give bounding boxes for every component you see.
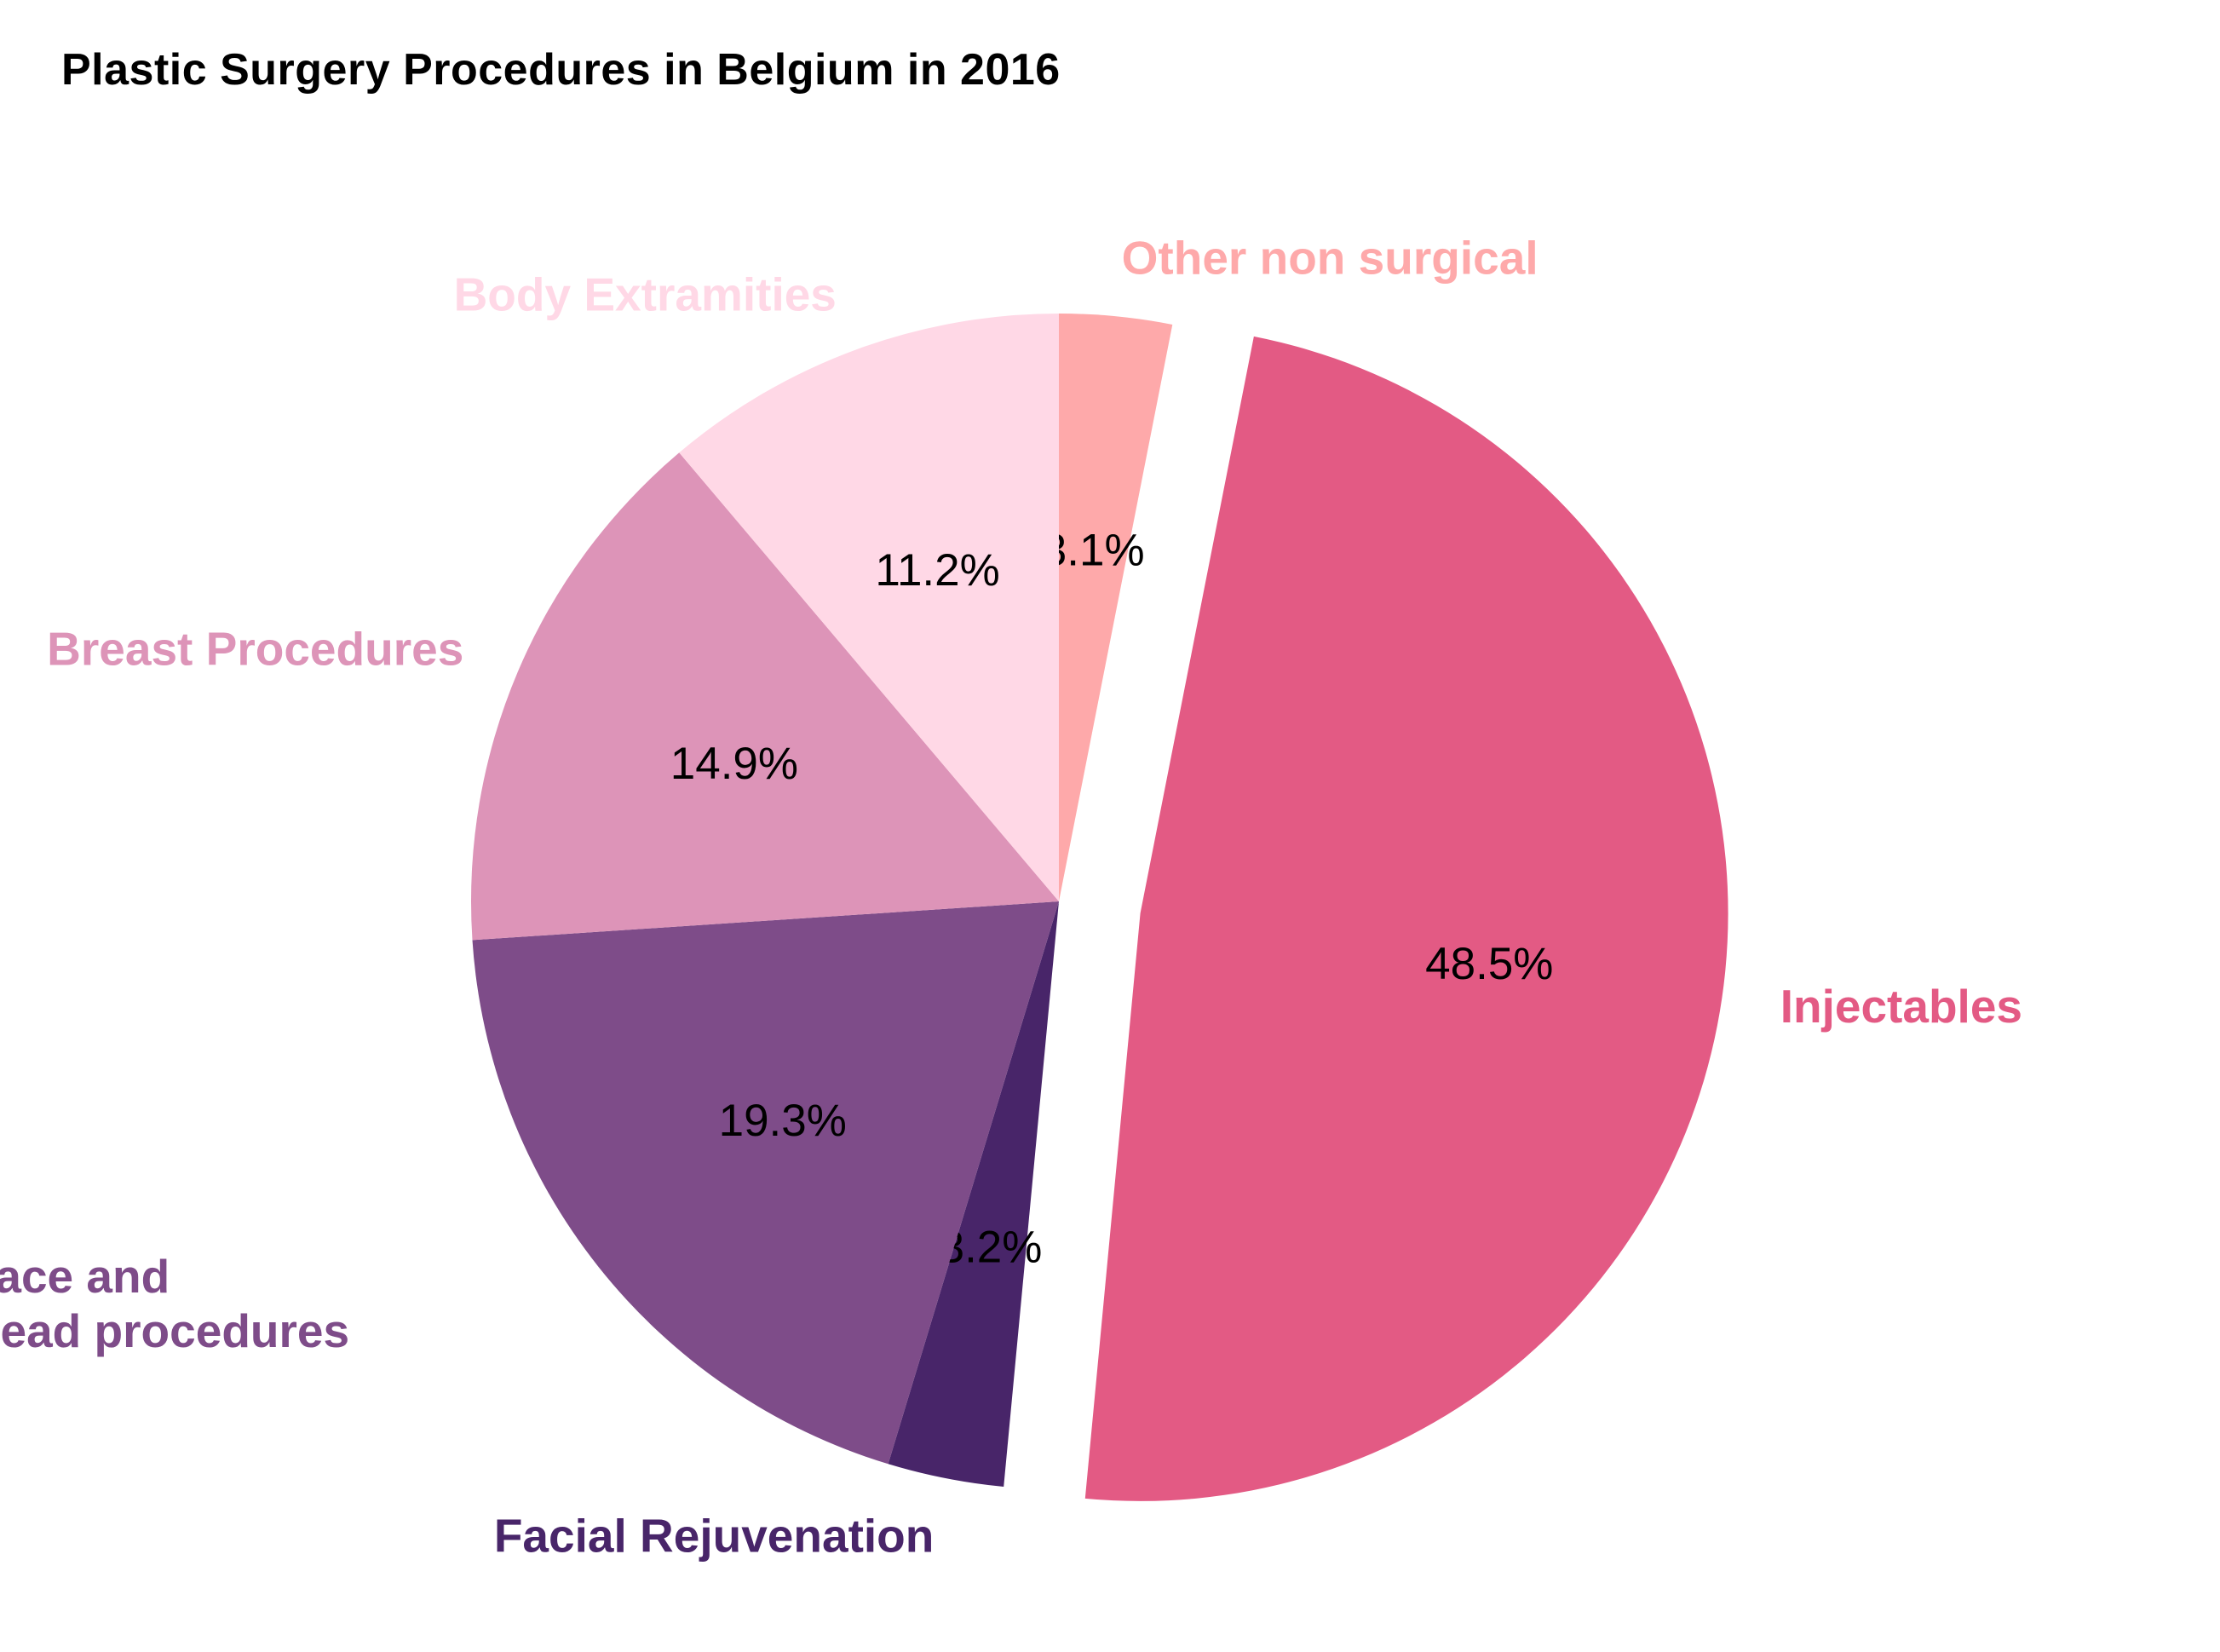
slice-category-label: Facial Rejuvenation [494,1510,935,1563]
pie-slice-facial-rejuvenation [888,901,1059,1487]
slice-category-label: Breast Procedures [47,623,463,676]
pie-slice-body-extramities [679,314,1059,901]
slice-category-label: Other non surgical [1122,232,1538,285]
pie-slice-other-non-surgical [1059,314,1173,901]
chart-title: Plastic Surgery Procedures in Belgium in… [61,45,1061,95]
slice-percent-label: 19.3% [719,1096,847,1146]
pie-slice-breast-procedures [471,452,1059,941]
pie-slice-face-and-head-procedures [472,901,1059,1465]
slice-percent-label: 14.9% [670,739,798,789]
slice-percent-label: 48.5% [1425,939,1553,989]
slice-category-label: Injectables [1780,980,2022,1033]
pie-slice-injectables [1084,336,1728,1501]
slice-percent-label: 11.2% [875,545,999,596]
slice-category-label: Body Extramities [454,268,837,320]
